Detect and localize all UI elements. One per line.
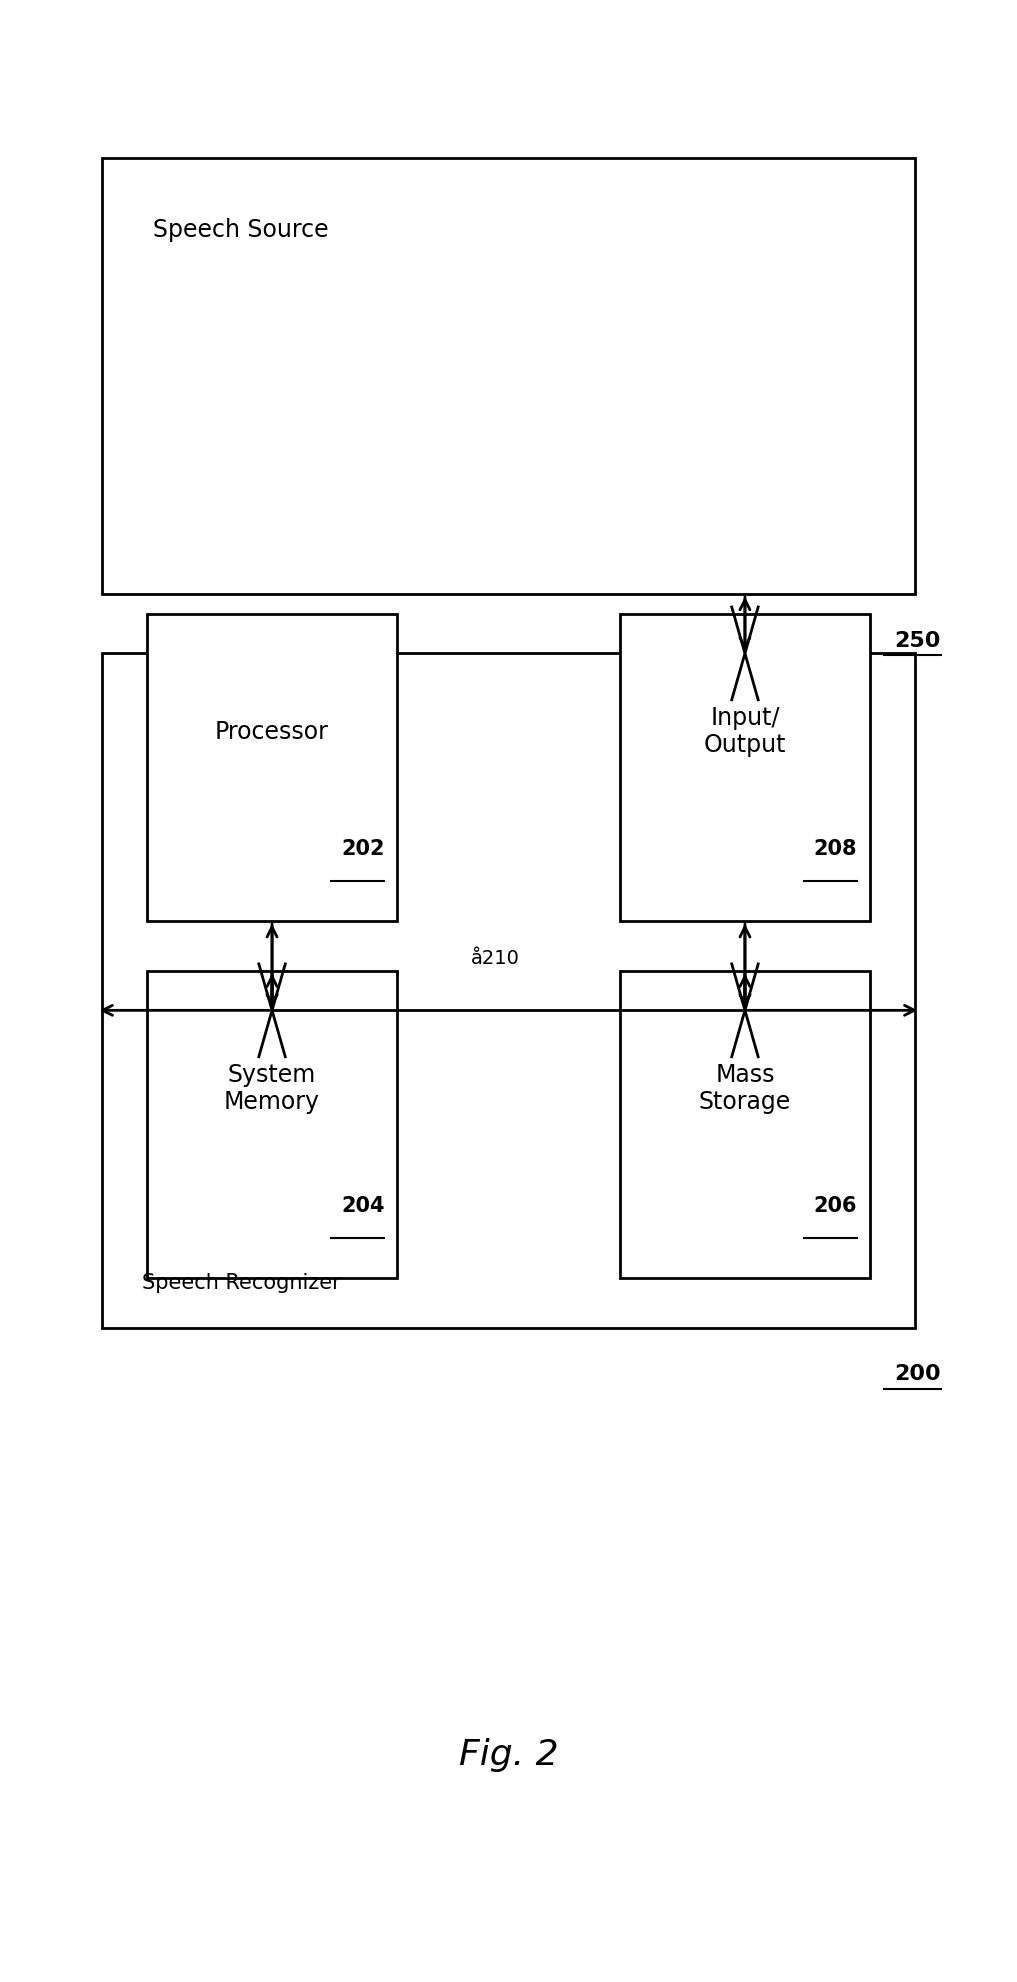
Bar xyxy=(620,614,870,922)
Text: 200: 200 xyxy=(894,1364,941,1383)
Bar xyxy=(147,614,397,922)
Text: 250: 250 xyxy=(894,630,941,650)
Text: Mass
Storage: Mass Storage xyxy=(699,1062,791,1114)
Text: 206: 206 xyxy=(814,1195,857,1215)
Text: Input/
Output: Input/ Output xyxy=(704,706,786,757)
Text: Speech Recognizer: Speech Recognizer xyxy=(142,1272,341,1292)
Bar xyxy=(147,971,397,1278)
Text: å210: å210 xyxy=(471,947,520,967)
Text: 208: 208 xyxy=(814,838,857,858)
Text: Speech Source: Speech Source xyxy=(153,218,328,242)
Bar xyxy=(102,159,915,595)
Bar xyxy=(620,971,870,1278)
Text: System
Memory: System Memory xyxy=(224,1062,320,1114)
Text: 202: 202 xyxy=(341,838,384,858)
Text: Processor: Processor xyxy=(216,719,328,743)
Bar xyxy=(102,654,915,1328)
Text: Fig. 2: Fig. 2 xyxy=(459,1736,558,1772)
Text: 204: 204 xyxy=(341,1195,384,1215)
